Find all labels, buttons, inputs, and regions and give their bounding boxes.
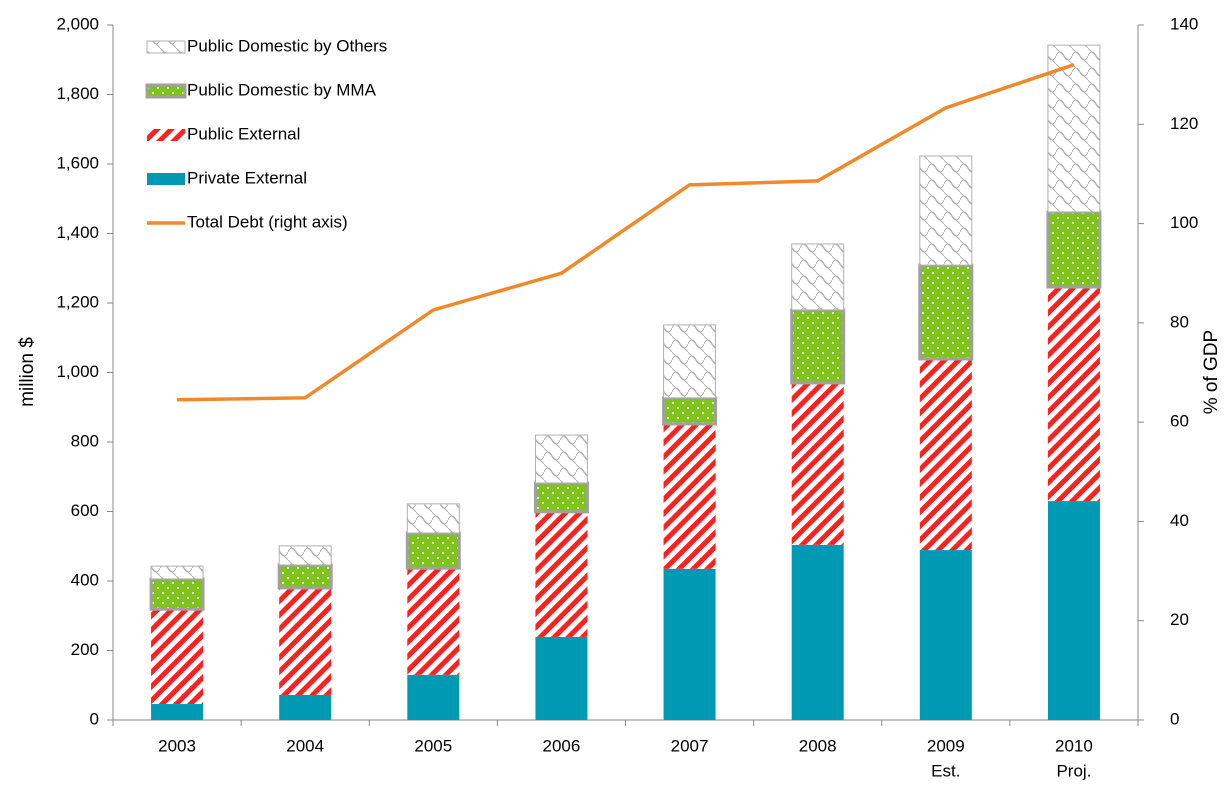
bar [791,544,844,720]
x-tick-label: 2005 [414,736,452,755]
bar [279,587,332,695]
legend-label: Public Domestic by MMA [187,80,377,99]
y2-tick-label: 20 [1170,610,1189,629]
bar [406,503,460,534]
bar [663,324,717,399]
bar [277,563,333,590]
y-tick-label: 1,400 [56,223,99,242]
bar [662,396,718,426]
y2-tick-label: 100 [1170,213,1198,232]
y2-tick-label: 0 [1170,709,1179,728]
y2-tick-label: 60 [1170,412,1189,431]
bar [407,568,460,675]
y-axis-label: million $ [17,337,38,407]
bar [149,577,205,611]
bar [919,550,972,720]
bar [150,565,204,580]
line [177,63,1075,402]
legend-swatch [145,83,187,99]
x-tick-label: 2008 [799,736,837,755]
legend-label: Public Domestic by Others [187,36,387,55]
legend-swatch [146,40,186,54]
bar [535,636,588,720]
bar [919,155,973,266]
y-tick-label: 200 [71,640,99,659]
bar [790,308,846,385]
y-tick-label: 1,600 [56,153,99,172]
bar [407,674,460,720]
bar [1046,210,1102,289]
y-tick-label: 2,000 [56,14,99,33]
bar [1047,44,1101,213]
x-tick-label: 2003 [158,736,196,755]
bar [663,568,716,720]
legend-swatch [147,173,185,185]
bar [279,694,332,720]
bar [918,263,974,361]
legend-label: Public External [187,124,300,143]
y-tick-label: 0 [90,709,99,728]
legend-label: Private External [187,168,307,187]
bar [533,481,589,514]
bar [791,382,844,545]
bar [1047,501,1100,720]
bar [405,531,461,570]
y2-axis-label: % of GDP [1201,330,1222,414]
y-tick-label: 600 [71,501,99,520]
y-tick-label: 400 [71,570,99,589]
y2-tick-label: 120 [1170,114,1198,133]
x-tick-sublabel: Proj. [1056,761,1091,780]
bar [278,545,332,566]
y2-tick-label: 140 [1170,14,1198,33]
y-tick-label: 800 [71,431,99,450]
legend-swatch [147,129,185,141]
legend-label: Total Debt (right axis) [187,212,348,231]
x-tick-sublabel: Est. [931,761,960,780]
bar [791,243,845,311]
bar [919,358,972,551]
bar [534,434,588,484]
x-tick-label: 2009 [927,736,965,755]
bar [151,704,204,720]
bar [535,511,588,637]
y2-tick-label: 40 [1170,511,1189,530]
y-tick-label: 1,000 [56,362,99,381]
bar [1047,287,1100,502]
x-tick-label: 2010 [1055,736,1093,755]
x-tick-label: 2006 [543,736,581,755]
bar [663,423,716,569]
y2-tick-label: 80 [1170,312,1189,331]
bar [151,609,204,705]
x-tick-label: 2004 [286,736,324,755]
y-tick-label: 1,800 [56,84,99,103]
y-tick-label: 1,200 [56,292,99,311]
x-tick-label: 2007 [671,736,709,755]
